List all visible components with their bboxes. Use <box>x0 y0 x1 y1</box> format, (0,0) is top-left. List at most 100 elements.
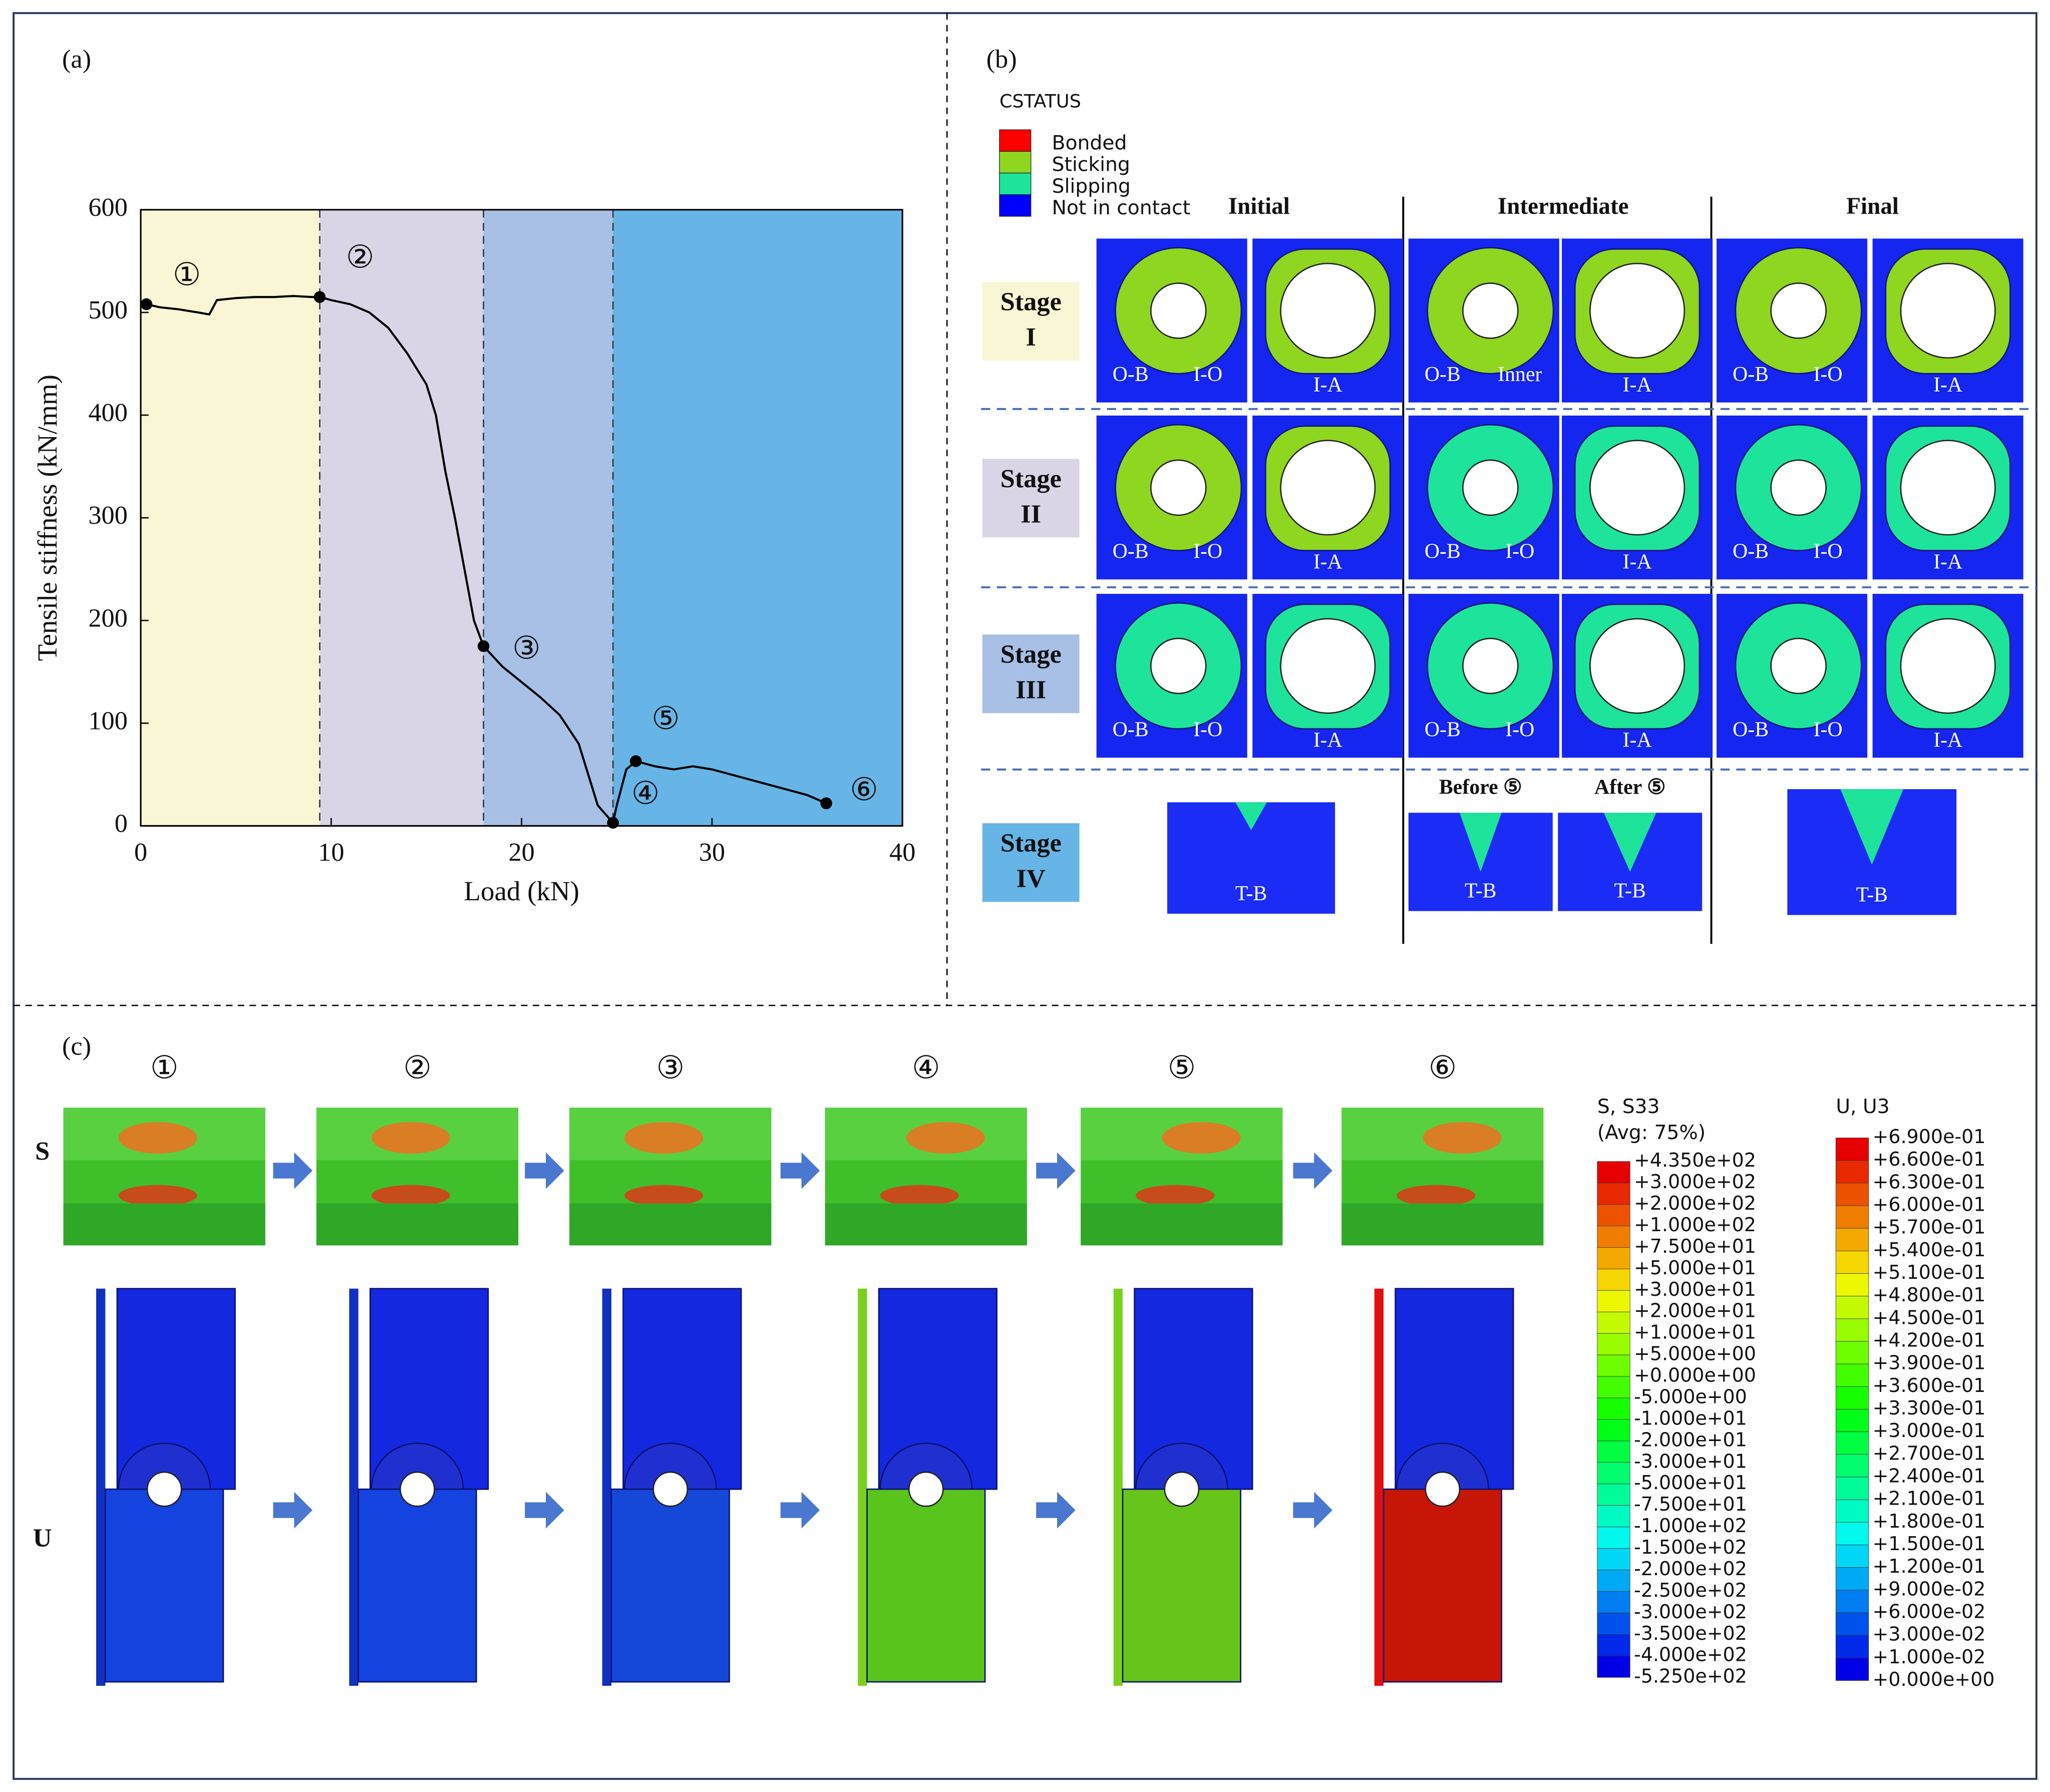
arrow <box>780 1152 820 1189</box>
legend-swatch <box>999 194 1032 217</box>
y-tick-label: 400 <box>88 398 128 427</box>
legend-label: Bonded <box>1052 132 1127 154</box>
legend-label: Slipping <box>1052 175 1131 198</box>
s-hot <box>118 1185 197 1206</box>
u-washer <box>371 1443 464 1490</box>
colorbar-band <box>1597 1183 1630 1205</box>
point-label: ③ <box>512 630 540 665</box>
stage-label: I <box>1026 322 1036 351</box>
row-label: S <box>35 1137 50 1166</box>
legend-swatch <box>999 172 1032 195</box>
step-label: ④ <box>912 1050 940 1085</box>
arrow <box>1036 1492 1076 1529</box>
colorbar-label: +9.000e-02 <box>1873 1578 1986 1600</box>
colorbar-band <box>1597 1591 1630 1613</box>
tile-label: I-O <box>1505 540 1534 563</box>
tile-label: I-O <box>1193 363 1222 386</box>
line <box>146 295 827 825</box>
hole <box>1462 282 1519 339</box>
hole <box>1589 440 1685 536</box>
colorbar-label: -1.000e+02 <box>1634 1515 1747 1537</box>
s-hot <box>118 1122 197 1154</box>
colorbar-band <box>1835 1318 1869 1342</box>
colorbar-label: +5.400e-01 <box>1873 1239 1986 1261</box>
y-tick-label: 200 <box>88 603 128 632</box>
stage-label: Stage <box>1000 829 1062 858</box>
colorbar-label: +1.000e+02 <box>1634 1214 1756 1236</box>
colorbar-band <box>1597 1419 1630 1442</box>
colorbar-band <box>1597 1484 1630 1506</box>
stage-box <box>982 823 1080 902</box>
colorbar-title: U, U3 <box>1836 1096 1889 1118</box>
legend-label: Not in contact <box>1052 197 1191 219</box>
panel-label: (c) <box>62 1032 91 1061</box>
column-header: Initial <box>1228 193 1290 219</box>
tile-label: O-B <box>1733 540 1769 563</box>
step-label: ② <box>403 1050 431 1085</box>
tb-contact <box>1603 813 1656 872</box>
colorbar-band <box>1835 1363 1869 1387</box>
colorbar-label: -2.000e+02 <box>1634 1558 1747 1580</box>
colorbar-band <box>1835 1409 1869 1432</box>
colorbar-band <box>1835 1431 1869 1455</box>
hole <box>1280 440 1376 536</box>
x-tick-label: 30 <box>699 838 725 867</box>
panel-label: (a) <box>62 45 91 74</box>
hole <box>1589 262 1685 359</box>
legend-title: CSTATUS <box>999 91 1081 112</box>
colorbar-band <box>1597 1376 1630 1398</box>
tile-label: I-A <box>1933 374 1962 397</box>
colorbar-label: +1.500e-01 <box>1873 1533 1986 1555</box>
u-washer <box>118 1443 211 1490</box>
x-axis-label: Load (kN) <box>464 876 579 906</box>
colorbar-title: S, S33 <box>1597 1096 1660 1118</box>
key-point <box>820 797 832 810</box>
colorbar-band <box>1835 1477 1869 1500</box>
colorbar-label: -2.000e+01 <box>1634 1428 1747 1451</box>
colorbar-label: -3.000e+02 <box>1634 1601 1747 1623</box>
colorbar-label: +3.000e-01 <box>1873 1419 1986 1442</box>
tb-label: T-B <box>1856 883 1888 906</box>
colorbar-band <box>1597 1354 1630 1377</box>
colorbar-label: +7.500e+01 <box>1634 1235 1756 1257</box>
colorbar-band <box>1835 1522 1869 1545</box>
colorbar-label: +6.900e-01 <box>1873 1126 1986 1148</box>
colorbar-label: +6.300e-01 <box>1873 1171 1986 1193</box>
tile-label: I-A <box>1623 729 1652 752</box>
tile-label: I-O <box>1814 540 1843 563</box>
colorbar-label: +0.000e+00 <box>1873 1668 1995 1690</box>
step-label: ① <box>150 1050 178 1085</box>
colorbar-label: -5.000e+00 <box>1634 1385 1747 1407</box>
x-tick-label: 10 <box>318 838 344 867</box>
tile-label: I-A <box>1933 550 1962 573</box>
stage-region <box>319 209 484 826</box>
legend-swatch <box>999 129 1032 152</box>
y-tick-label: 100 <box>88 706 128 735</box>
hole <box>1900 618 1996 714</box>
colorbar-label: +3.600e-01 <box>1873 1374 1986 1396</box>
column-header: Intermediate <box>1498 193 1629 219</box>
colorbar-band <box>1835 1386 1869 1409</box>
colorbar-label: +2.400e-01 <box>1873 1465 1986 1487</box>
key-point <box>477 640 490 652</box>
colorbar-band <box>1597 1634 1630 1656</box>
s-hot <box>624 1185 704 1206</box>
colorbar-band <box>1835 1228 1869 1251</box>
u-lower <box>105 1488 224 1683</box>
tb-label: T-B <box>1614 880 1646 903</box>
arrow <box>1036 1152 1076 1189</box>
colorbar-band <box>1597 1290 1630 1312</box>
u-washer <box>623 1443 717 1490</box>
s-bottom <box>63 1203 265 1246</box>
u-side <box>1374 1288 1384 1686</box>
stage-box <box>982 281 1080 361</box>
tile-label: I-A <box>1313 550 1342 573</box>
colorbar-label: +3.000e+01 <box>1634 1278 1756 1300</box>
hole <box>1164 1471 1200 1507</box>
step-label: ⑥ <box>1429 1050 1457 1085</box>
tb-contact <box>1840 789 1904 865</box>
colorbar-label: -1.000e+01 <box>1634 1407 1747 1429</box>
u-side <box>602 1288 611 1686</box>
